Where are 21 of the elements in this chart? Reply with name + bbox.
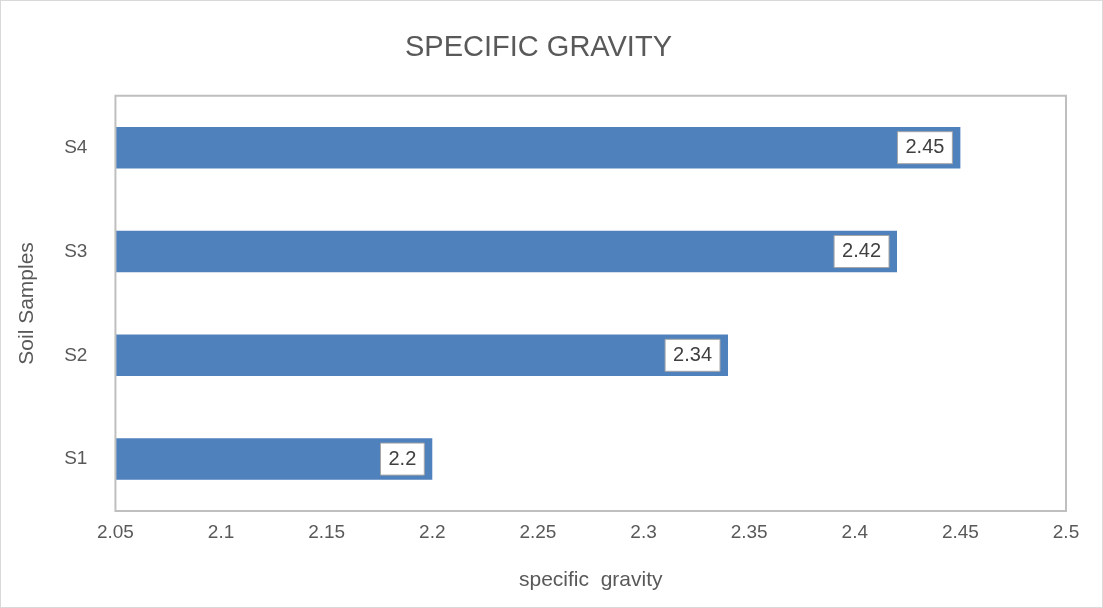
y-axis-title: Soil Samples: [14, 242, 38, 365]
x-tick-label: 2.1: [207, 520, 235, 542]
x-axis-title: specific gravity: [518, 567, 663, 591]
chart-title: SPECIFIC GRAVITY: [405, 30, 672, 63]
y-tick-label: S1: [64, 447, 88, 469]
x-tick-label: 2.25: [519, 520, 557, 542]
data-label: 2.2: [388, 446, 417, 469]
data-label: 2.42: [842, 239, 882, 262]
x-tick-label: 2.05: [96, 520, 134, 542]
x-tick-label: 2.5: [1052, 520, 1080, 542]
data-label: 2.45: [905, 135, 945, 158]
y-tick-label: S3: [64, 239, 88, 261]
y-tick-label: S2: [64, 343, 88, 365]
y-tick-label: S4: [64, 135, 88, 157]
x-tick-label: 2.4: [841, 520, 869, 542]
data-label: 2.34: [673, 342, 713, 365]
x-tick-label: 2.45: [941, 520, 979, 542]
x-tick-label: 2.15: [308, 520, 346, 542]
x-tick-label: 2.3: [630, 520, 657, 542]
x-tick-label: 2.2: [419, 520, 446, 542]
x-tick-label: 2.35: [730, 520, 768, 542]
